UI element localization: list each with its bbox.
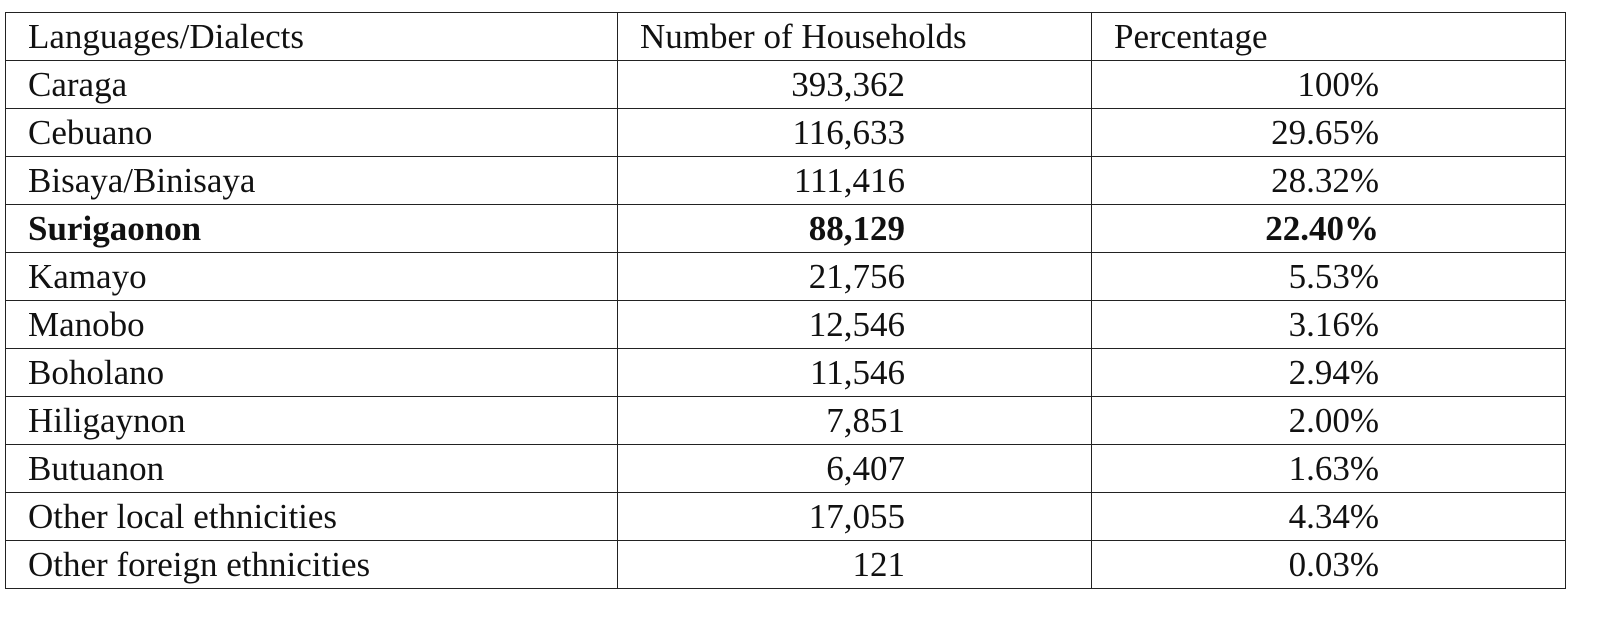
percentage-cell: 5.53% bbox=[1091, 252, 1566, 301]
language-cell: Kamayo bbox=[5, 252, 618, 301]
language-table: Languages/Dialects Number of Households Pe… bbox=[5, 12, 1566, 589]
households-cell: 17,055 bbox=[617, 492, 1092, 541]
percentage-cell: 0.03% bbox=[1091, 540, 1566, 589]
table-row: Manobo 12,546 3.16% bbox=[5, 300, 1566, 349]
language-cell: Bisaya/Binisaya bbox=[5, 156, 618, 205]
table-row: Surigaonon 88,129 22.40% bbox=[5, 204, 1566, 253]
language-cell: Other foreign ethnicities bbox=[5, 540, 618, 589]
households-cell: 116,633 bbox=[617, 108, 1092, 157]
language-cell: Hiligaynon bbox=[5, 396, 618, 445]
table-row: Boholano 11,546 2.94% bbox=[5, 348, 1566, 397]
language-cell: Butuanon bbox=[5, 444, 618, 493]
households-cell: 7,851 bbox=[617, 396, 1092, 445]
language-cell: Caraga bbox=[5, 60, 618, 109]
language-cell: Manobo bbox=[5, 300, 618, 349]
header-row: Languages/Dialects Number of Households Pe… bbox=[5, 12, 1566, 61]
households-cell: 121 bbox=[617, 540, 1092, 589]
households-cell: 88,129 bbox=[617, 204, 1092, 253]
language-cell: Boholano bbox=[5, 348, 618, 397]
table-row: Kamayo 21,756 5.53% bbox=[5, 252, 1566, 301]
table-row: Hiligaynon 7,851 2.00% bbox=[5, 396, 1566, 445]
percentage-cell: 3.16% bbox=[1091, 300, 1566, 349]
percentage-cell: 29.65% bbox=[1091, 108, 1566, 157]
households-cell: 11,546 bbox=[617, 348, 1092, 397]
header-cell: Percentage bbox=[1091, 12, 1566, 61]
header-cell: Number of Households bbox=[617, 12, 1092, 61]
language-cell: Surigaonon bbox=[5, 204, 618, 253]
percentage-cell: 2.94% bbox=[1091, 348, 1566, 397]
percentage-cell: 28.32% bbox=[1091, 156, 1566, 205]
percentage-cell: 2.00% bbox=[1091, 396, 1566, 445]
table-row: Other foreign ethnicities 121 0.03% bbox=[5, 540, 1566, 589]
table-row: Caraga 393,362 100% bbox=[5, 60, 1566, 109]
table-row: Cebuano 116,633 29.65% bbox=[5, 108, 1566, 157]
table-row: Bisaya/Binisaya 111,416 28.32% bbox=[5, 156, 1566, 205]
households-cell: 6,407 bbox=[617, 444, 1092, 493]
language-cell: Other local ethnicities bbox=[5, 492, 618, 541]
households-cell: 21,756 bbox=[617, 252, 1092, 301]
households-cell: 12,546 bbox=[617, 300, 1092, 349]
language-cell: Cebuano bbox=[5, 108, 618, 157]
percentage-cell: 1.63% bbox=[1091, 444, 1566, 493]
percentage-cell: 4.34% bbox=[1091, 492, 1566, 541]
percentage-cell: 22.40% bbox=[1091, 204, 1566, 253]
households-cell: 111,416 bbox=[617, 156, 1092, 205]
table-row: Other local ethnicities 17,055 4.34% bbox=[5, 492, 1566, 541]
header-cell: Languages/Dialects bbox=[5, 12, 618, 61]
table-row: Butuanon 6,407 1.63% bbox=[5, 444, 1566, 493]
households-cell: 393,362 bbox=[617, 60, 1092, 109]
percentage-cell: 100% bbox=[1091, 60, 1566, 109]
